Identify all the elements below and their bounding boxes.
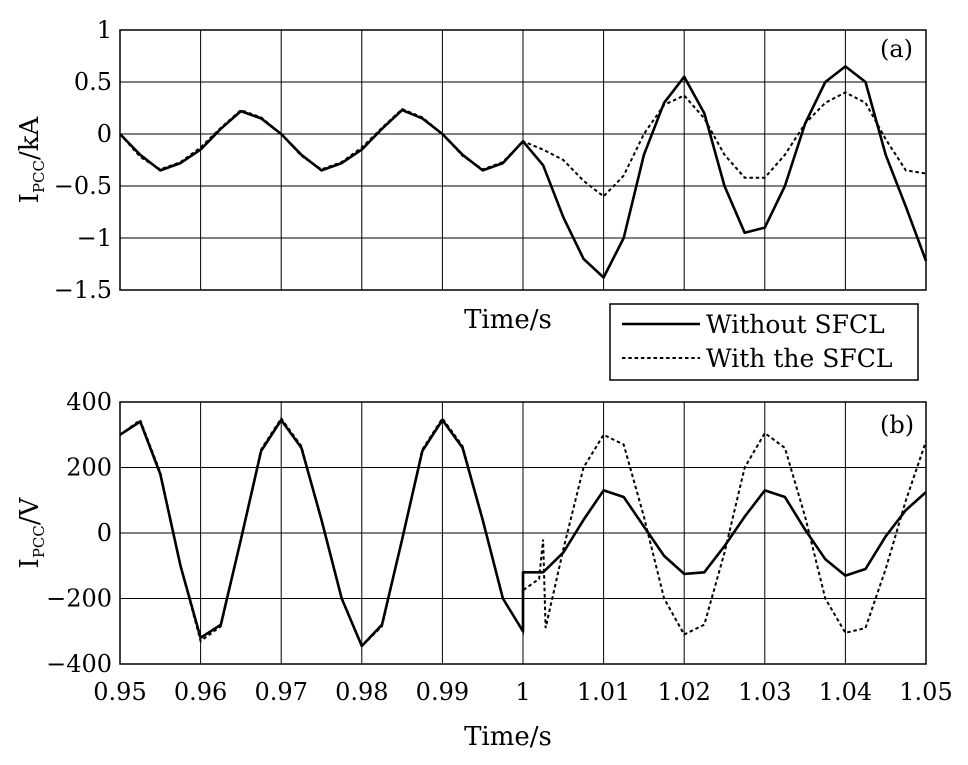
panel-b-ylabel-main: I: [15, 558, 45, 568]
panel-b-xtick-label-1: 0.96: [174, 678, 227, 706]
panel-a-y-ticks: 1 0.5 0 −0.5 −1 −1.5: [54, 16, 112, 304]
panel-a-x-axis-title: Time/s: [464, 305, 552, 335]
panel-b-xtick-label-6: 1.01: [577, 678, 630, 706]
panel-b-y-ticks: 400 200 0 −200 −400: [46, 388, 112, 678]
panel-b-ylabel-unit: /V: [15, 496, 45, 525]
panel-a-y-axis-title: IPCC/kA: [15, 115, 48, 203]
panel-a-ytick-label-2: 0: [97, 120, 112, 148]
panel-b-xtick-label-9: 1.04: [819, 678, 872, 706]
panel-b-xtick-label-3: 0.98: [335, 678, 388, 706]
panel-a-frame: [119, 29, 927, 291]
panel-b-xtick-label-5: 1: [515, 678, 530, 706]
panel-b-frame: [119, 401, 927, 665]
panel-a-ylabel-unit: /kA: [15, 115, 45, 160]
panel-b-x-axis-title: Time/s: [464, 722, 552, 752]
panel-a: 1 0.5 0 −0.5 −1 −1.5 (a) IPCC/kA Time/s: [15, 16, 928, 335]
panel-b-series-with-sfcl: [119, 416, 927, 648]
panel-b-ytick-label-1: 200: [66, 454, 112, 482]
panel-a-series: [119, 65, 928, 279]
panel-b-xtick-label-2: 0.97: [254, 678, 307, 706]
panel-b-xtick-label-7: 1.02: [657, 678, 710, 706]
panel-b-ylabel-sub: PCC: [30, 525, 48, 558]
legend: Without SFCL With the SFCL: [609, 303, 919, 381]
panel-b-xtick-label-0: 0.95: [93, 678, 146, 706]
panel-a-ytick-label-4: −1: [77, 224, 112, 252]
panel-a-ytick-label-5: −1.5: [54, 276, 112, 304]
panel-a-ytick-label-0: 1: [97, 16, 112, 44]
panel-b-grid: [120, 402, 926, 664]
panel-b-series: [119, 416, 927, 648]
panel-b-x-ticks: 0.95 0.96 0.97 0.98 0.99 1 1.01 1.02 1.03 1.04 1.0…: [93, 678, 952, 706]
panel-b-ytick-label-0: 400: [66, 388, 112, 416]
panel-b-ytick-label-2: 0: [97, 519, 112, 547]
legend-label-without-sfcl: Without SFCL: [706, 310, 885, 339]
panel-b-y-axis-title: IPCC/V: [15, 496, 48, 568]
legend-box: [609, 303, 919, 381]
panel-a-ytick-label-3: −0.5: [54, 172, 112, 200]
panel-b-xtick-label-10: 1.05: [899, 678, 952, 706]
legend-label-with-sfcl: With the SFCL: [706, 344, 892, 373]
panel-a-grid: [120, 30, 926, 290]
panel-b-tag: (b): [880, 411, 914, 439]
panel-a-ylabel-main: I: [15, 193, 45, 203]
panel-b-xtick-label-8: 1.03: [738, 678, 791, 706]
panel-a-ylabel-sub: PCC: [30, 160, 48, 193]
panel-b: 400 200 0 −200 −400 0.95 0.96 0.97 0.98 0.99 1 1.0…: [15, 388, 953, 752]
panel-a-series-with-sfcl: [119, 91, 927, 198]
panel-a-tag: (a): [880, 35, 913, 63]
panel-b-ytick-label-3: −200: [46, 585, 112, 613]
panel-b-xtick-label-4: 0.99: [416, 678, 469, 706]
panel-a-ytick-label-1: 0.5: [74, 68, 112, 96]
panel-b-ytick-label-4: −400: [46, 650, 112, 678]
